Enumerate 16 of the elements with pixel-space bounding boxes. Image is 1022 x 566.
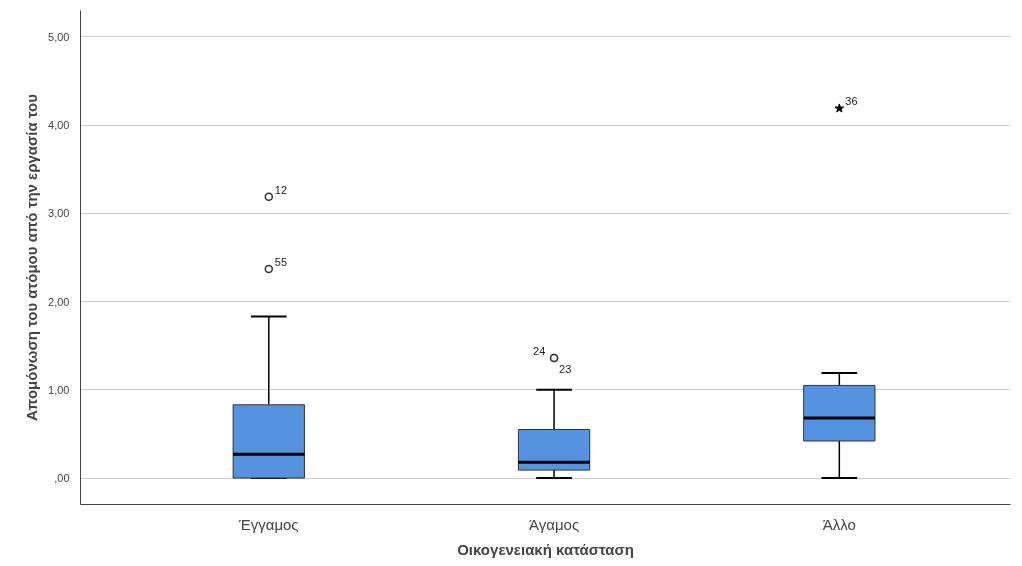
annotation: 24	[533, 345, 546, 358]
x-tick-label: Έγγαμος	[237, 515, 299, 533]
y-tick-label: 4,00	[48, 119, 70, 132]
y-axis-title: Απομόνωση του ατόμου από την εργασία του	[23, 93, 41, 422]
annotation: 12	[274, 183, 288, 196]
y-tick-label: 5,00	[48, 30, 70, 43]
y-tick-label: 1,00	[48, 383, 70, 396]
y-tick-label: ,00	[54, 472, 70, 485]
x-tick-label: Άγαμος	[528, 515, 580, 533]
annotation: 55	[274, 255, 288, 268]
x-axis-title: Οικογενειακή κατάσταση	[457, 540, 634, 558]
y-tick-label: 2,00	[48, 295, 70, 308]
annotation: 23	[559, 363, 572, 376]
annotation: 36	[845, 95, 858, 108]
x-tick-label: Άλλο	[822, 515, 856, 533]
y-tick-label: 3,00	[48, 207, 70, 220]
